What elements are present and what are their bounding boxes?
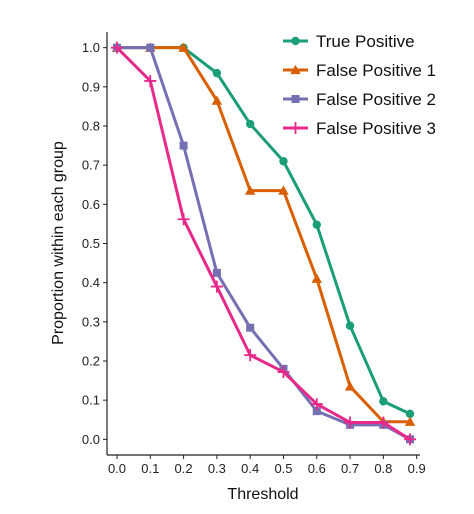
data-point-false-positive-3 <box>344 416 357 429</box>
data-point-false-positive-1 <box>178 42 189 52</box>
x-tick-label: 0.3 <box>208 461 226 476</box>
legend-label: True Positive <box>316 32 415 51</box>
data-point-false-positive-3 <box>110 41 123 54</box>
data-point-false-positive-2 <box>179 141 188 150</box>
data-point-false-positive-2 <box>312 407 321 416</box>
data-point-true-positive <box>212 68 222 78</box>
plot-area <box>110 41 417 446</box>
legend-label: False Positive 1 <box>316 61 436 80</box>
y-tick-label: 0.9 <box>82 79 100 94</box>
data-point-false-positive-3 <box>144 74 157 87</box>
legend-marker <box>291 36 300 46</box>
legend: True Positive False Positive 1 False Posit… <box>283 32 436 138</box>
legend-item-false-positive-2: False Positive 2 <box>283 90 436 109</box>
legend-label: False Positive 3 <box>316 119 436 138</box>
y-tick-label: 0.8 <box>82 119 100 134</box>
data-point-false-positive-1 <box>311 273 322 283</box>
data-point-false-positive-3 <box>404 433 417 446</box>
legend-item-true-positive: True Positive <box>283 32 415 51</box>
data-point-false-positive-1 <box>344 381 356 391</box>
x-tick-label: 0.0 <box>108 461 126 476</box>
x-tick-label: 0.4 <box>241 461 259 476</box>
series-line-false-positive-3 <box>115 46 411 441</box>
data-point-false-positive-1 <box>211 95 223 105</box>
x-tick-label: 0.6 <box>308 461 326 476</box>
x-tick-label: 0.9 <box>408 461 426 476</box>
data-point-true-positive <box>379 397 388 406</box>
data-point-false-positive-1 <box>278 185 289 195</box>
data-point-true-positive <box>245 119 255 129</box>
y-tick-label: 0.3 <box>82 314 100 329</box>
data-point-false-positive-3 <box>244 349 257 362</box>
data-point-false-positive-2 <box>246 323 255 332</box>
legend-item-false-positive-3: False Positive 3 <box>283 119 436 138</box>
legend-item-false-positive-1: False Positive 1 <box>283 61 436 80</box>
data-point-true-positive <box>405 409 415 419</box>
y-tick-label: 0.4 <box>82 275 100 290</box>
x-tick-label: 0.8 <box>374 461 392 476</box>
legend-marker <box>290 64 301 75</box>
series-line-false-positive-1 <box>116 46 411 424</box>
y-axis-title: Proportion within each group <box>50 141 67 345</box>
x-axis-ticks: 0.0 0.1 0.2 0.3 0.4 0.5 0.6 0.7 0.8 0.9 <box>108 455 426 476</box>
x-tick-label: 0.7 <box>341 461 359 476</box>
y-tick-label: 1.0 <box>82 40 100 55</box>
data-point-false-positive-3 <box>310 398 323 411</box>
legend-marker <box>291 95 300 103</box>
data-point-false-positive-1 <box>404 416 416 426</box>
y-tick-label: 0.5 <box>82 236 100 251</box>
y-tick-label: 0.1 <box>82 393 100 408</box>
y-tick-label: 0.6 <box>82 197 100 212</box>
data-point-false-positive-1 <box>244 185 256 195</box>
series-line-false-positive-2 <box>116 46 411 441</box>
series-false-positive-3 <box>110 41 417 446</box>
legend-marker <box>289 122 302 134</box>
data-point-true-positive <box>279 157 288 166</box>
data-point-true-positive <box>345 321 355 330</box>
x-tick-label: 0.5 <box>274 461 292 476</box>
data-point-true-positive <box>312 220 321 229</box>
data-point-false-positive-2 <box>146 43 155 52</box>
x-tick-label: 0.2 <box>175 461 193 476</box>
data-point-false-positive-3 <box>177 213 190 226</box>
x-axis-title: Threshold <box>227 486 298 503</box>
data-point-false-positive-3 <box>277 365 290 378</box>
x-tick-label: 0.1 <box>141 461 159 476</box>
y-tick-label: 0.7 <box>82 158 100 173</box>
y-tick-label: 0.2 <box>82 354 100 369</box>
data-point-false-positive-2 <box>212 268 221 277</box>
y-axis-ticks: 0.0 0.1 0.2 0.3 0.4 0.5 0.6 0.7 0.8 0.9 1.0 <box>82 40 107 447</box>
y-tick-label: 0.0 <box>82 432 100 447</box>
legend-label: False Positive 2 <box>316 90 436 109</box>
data-point-false-positive-3 <box>377 416 390 429</box>
data-point-false-positive-3 <box>210 280 223 293</box>
